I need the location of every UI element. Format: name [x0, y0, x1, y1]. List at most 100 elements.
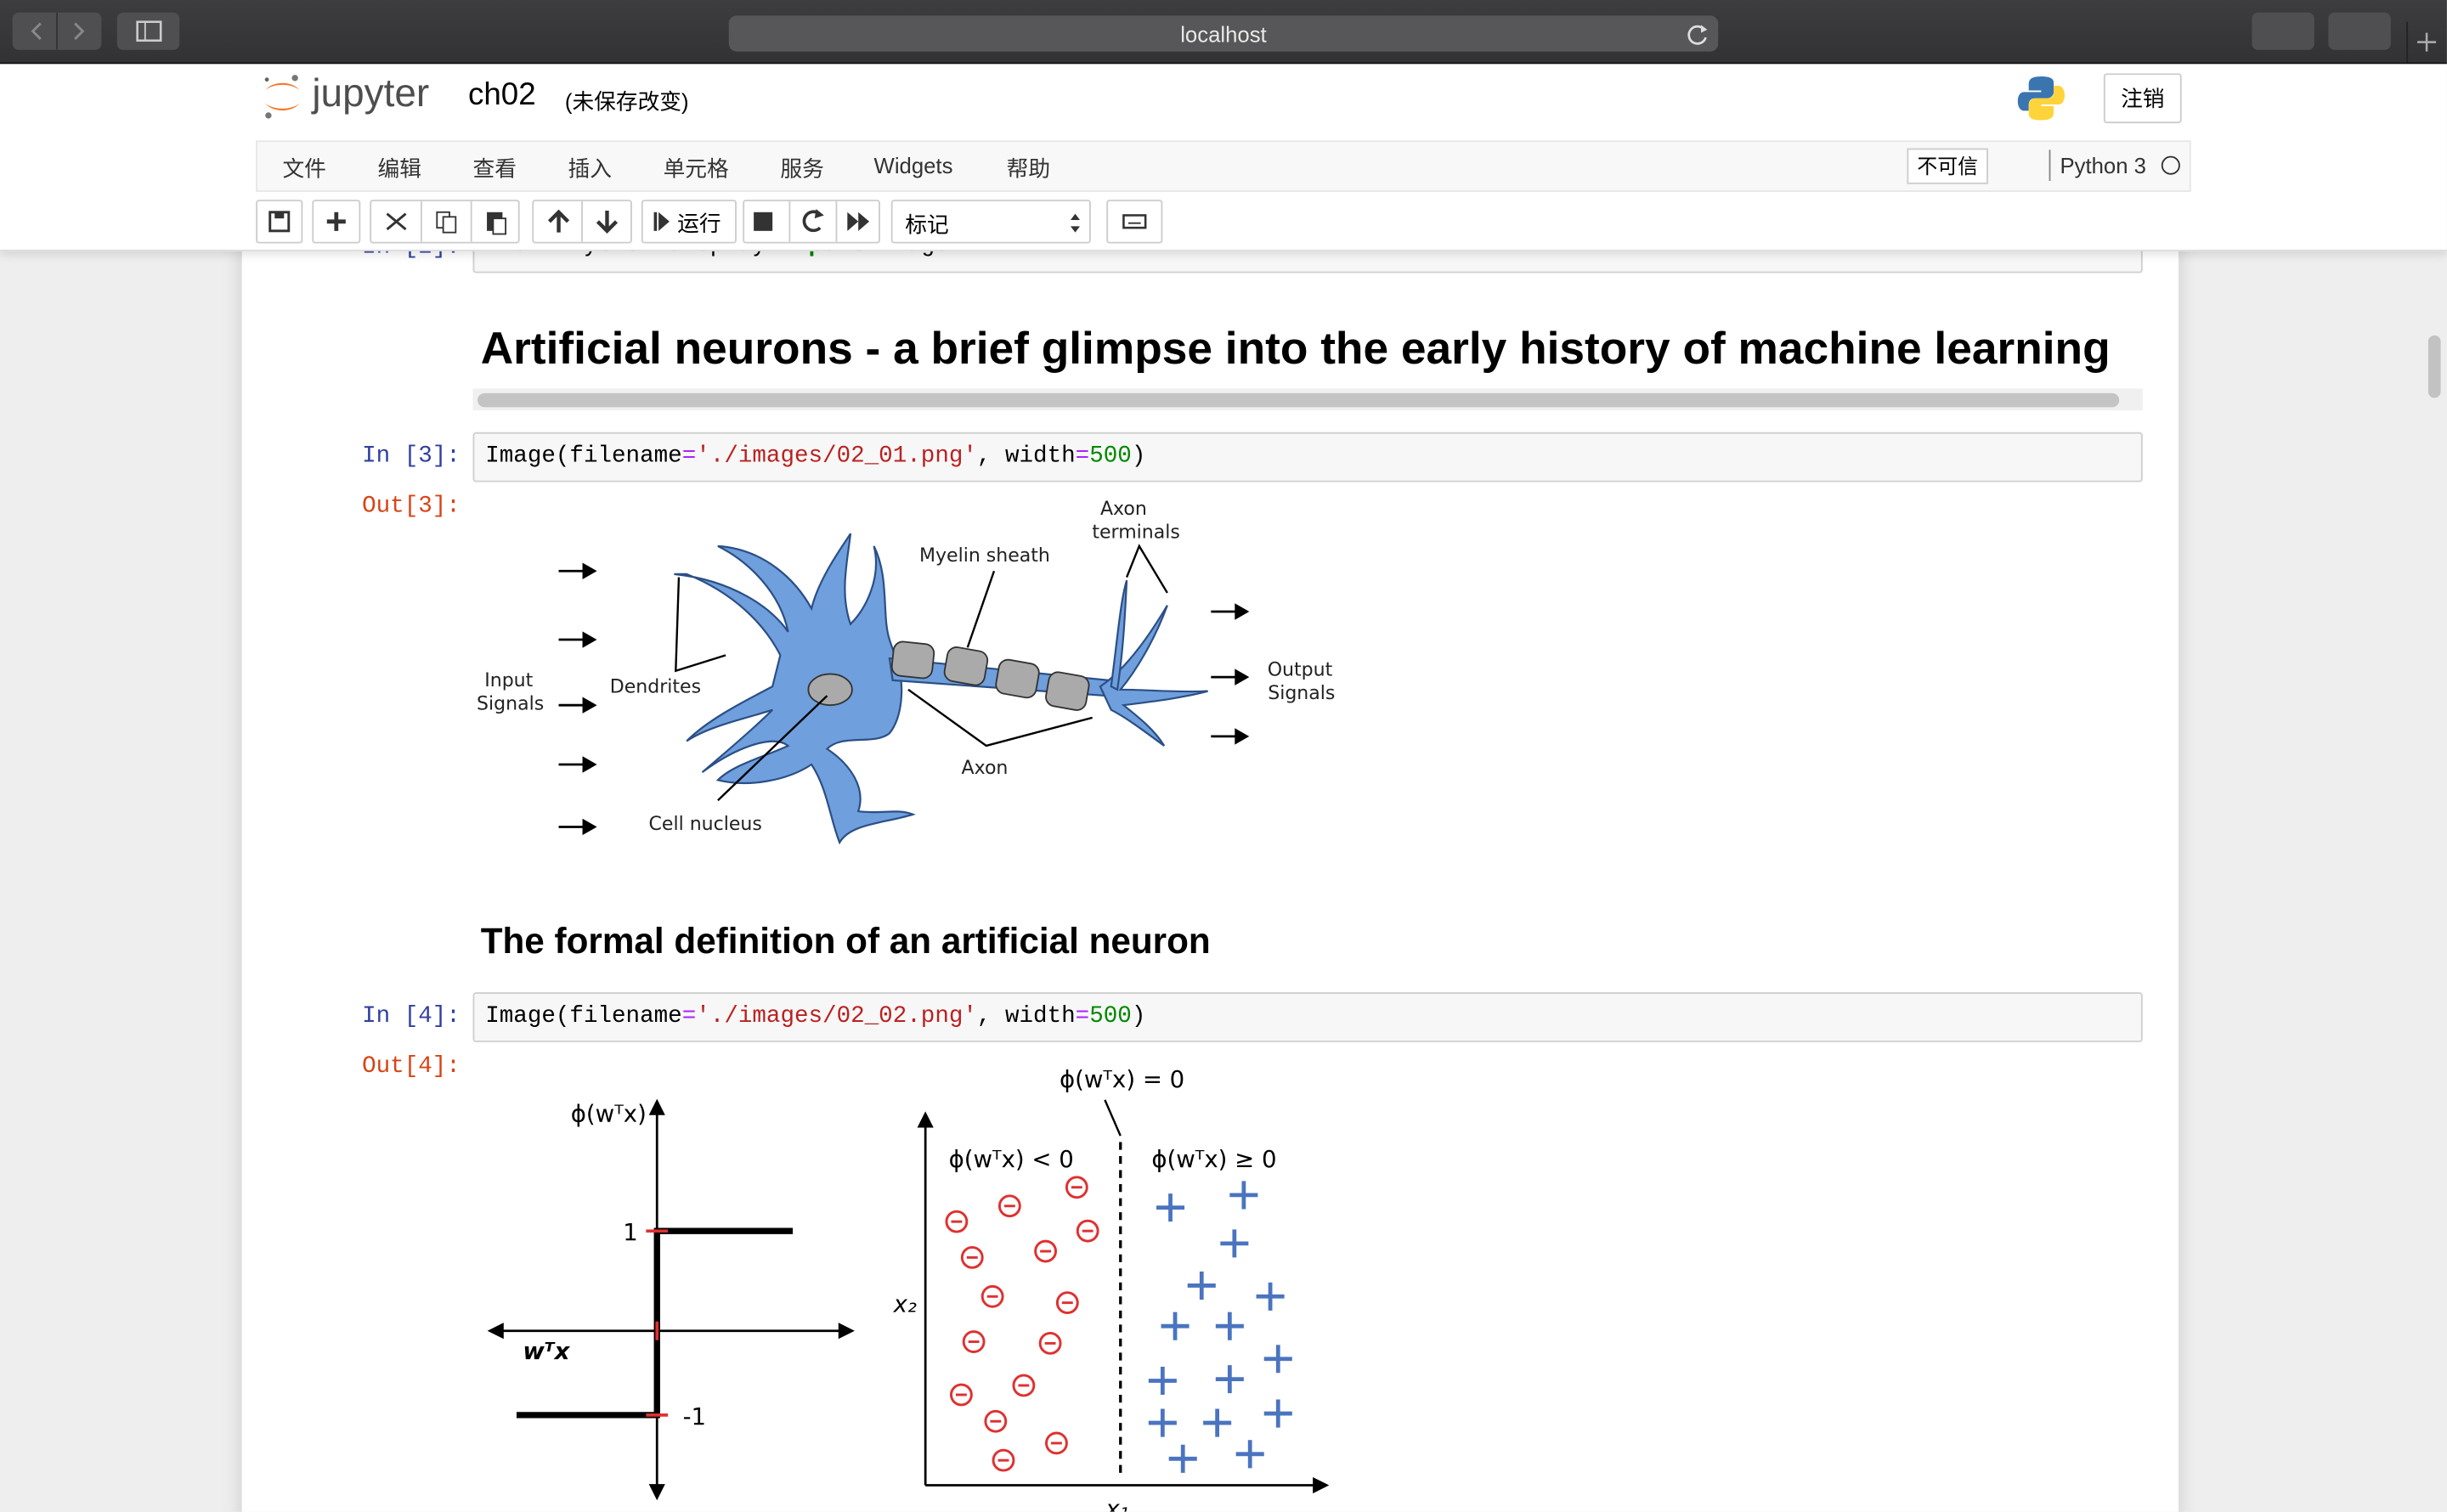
- code-token: ): [1131, 443, 1146, 470]
- insert-button[interactable]: [312, 200, 361, 244]
- menu: 文件 编辑 查看 插入 单元格 服务 Widgets 帮助: [282, 153, 1099, 184]
- prompt: In [4]:: [362, 1002, 461, 1030]
- edit-group[interactable]: [370, 200, 520, 244]
- label: x₂: [893, 1291, 917, 1318]
- positive-sample: [1148, 1408, 1177, 1437]
- run-label: 运行: [677, 210, 721, 236]
- code-token: './images/02_01.png': [696, 443, 977, 470]
- menu-item[interactable]: 编辑: [377, 155, 421, 182]
- menu-item[interactable]: Widgets: [873, 152, 953, 178]
- code-token: ): [1131, 1002, 1146, 1030]
- reload[interactable]: [1686, 22, 1710, 47]
- code-cell[interactable]: Image(filename='./images/02_02.png', wid…: [472, 992, 2143, 1042]
- negative-sample: [960, 1245, 984, 1269]
- icon: [31, 12, 85, 50]
- prompt: In [3]:: [362, 443, 461, 470]
- menu-item[interactable]: 查看: [472, 155, 517, 182]
- code-token: 500: [1089, 1002, 1132, 1030]
- save-button[interactable]: [256, 200, 303, 244]
- trust-indicator[interactable]: 不可信: [1907, 148, 1988, 184]
- label: 1: [623, 1219, 638, 1246]
- label: Axon: [962, 758, 1009, 779]
- tick-marks: [646, 1229, 669, 1417]
- icon: [653, 212, 670, 231]
- positive-sample: [1220, 1229, 1249, 1258]
- code-token: =: [1075, 443, 1090, 470]
- neuron-figure: Axon terminals Myelin sheath Input Signa…: [477, 499, 1335, 845]
- h-scrollbar[interactable]: [478, 392, 2120, 408]
- code-token: , width: [976, 443, 1076, 470]
- menu-item[interactable]: 插入: [568, 155, 612, 182]
- address-bar[interactable]: localhost: [728, 15, 1719, 52]
- negative-sample: [1034, 1239, 1057, 1263]
- positive-sample: [1161, 1312, 1190, 1340]
- label: Axon: [1100, 499, 1147, 520]
- negative-sample: [949, 1383, 973, 1407]
- icon: [1070, 213, 1080, 233]
- share-button[interactable]: [2252, 12, 2314, 50]
- label: ϕ(wᵀx) = 0: [1060, 1066, 1184, 1093]
- icon: [326, 212, 346, 231]
- myelin: [890, 640, 1090, 711]
- python-logo: [2017, 76, 2065, 121]
- menu-item[interactable]: 服务: [780, 155, 824, 182]
- move-group[interactable]: [532, 200, 632, 244]
- tabs-button[interactable]: [2328, 12, 2391, 50]
- kernel-status: [2161, 155, 2180, 175]
- run-button[interactable]: 运行: [641, 200, 737, 244]
- positive-sample: [1156, 1193, 1185, 1222]
- icon: [1122, 214, 1147, 229]
- label: Input: [484, 670, 533, 691]
- negative-sample: [1055, 1291, 1079, 1315]
- positive-sample: [1235, 1440, 1264, 1469]
- heading: The formal definition of an artificial n…: [480, 920, 1211, 962]
- code: Image(filename='./images/02_02.png', wid…: [485, 1003, 1145, 1030]
- menu-item[interactable]: 帮助: [1006, 155, 1051, 182]
- url: localhost: [1180, 21, 1267, 48]
- label: Signals: [477, 694, 544, 715]
- positive-sample: [1187, 1271, 1216, 1300]
- new-tab[interactable]: [2406, 21, 2447, 63]
- negative-sample: [992, 1448, 1015, 1472]
- nav-buttons[interactable]: [12, 12, 102, 50]
- positive-sample: [1148, 1366, 1177, 1396]
- notebook-name[interactable]: ch02: [468, 77, 536, 113]
- menu-item[interactable]: 文件: [282, 155, 326, 182]
- negative-sample: [1038, 1331, 1062, 1355]
- code-cell[interactable]: Image(filename='./images/02_01.png', wid…: [472, 432, 2143, 482]
- perceptron-figure: ϕ(wᵀx) 1 -1 wᵀx ϕ(wᵀx) = 0 ϕ(wᵀx) < 0 ϕ(…: [487, 1066, 1330, 1512]
- kernel-name: Python 3: [2060, 152, 2146, 178]
- negative-sample: [1076, 1219, 1099, 1243]
- leader-line: [1104, 1099, 1122, 1137]
- keyboard-button[interactable]: [1106, 200, 1163, 244]
- logout-button[interactable]: 注销: [2103, 73, 2182, 124]
- separator: [2049, 150, 2051, 182]
- scrollbar[interactable]: [2427, 335, 2441, 398]
- code-token: =: [681, 443, 697, 470]
- sidebar-button[interactable]: [116, 12, 180, 50]
- step-function: [516, 1227, 794, 1419]
- code-token: =: [1075, 1002, 1090, 1030]
- positive-sample: [1215, 1312, 1244, 1340]
- negative-sample: [980, 1284, 1004, 1308]
- label: Signals: [1268, 683, 1335, 704]
- label: x₁: [1105, 1495, 1128, 1511]
- jupyter-wordmark[interactable]: jupyter: [312, 71, 430, 116]
- code-token: Image(filename: [485, 443, 682, 470]
- negative-sample: [1045, 1431, 1068, 1455]
- output-prompt: Out[4]:: [362, 1052, 461, 1080]
- label: -1: [683, 1403, 706, 1430]
- code-token: './images/02_02.png': [696, 1002, 977, 1030]
- label: Output: [1268, 659, 1333, 680]
- jupyter-logo[interactable]: [259, 71, 306, 121]
- cell-type-select[interactable]: 标记: [890, 200, 1091, 244]
- code: Image(filename='./images/02_01.png', wid…: [485, 443, 1145, 470]
- label: terminals: [1092, 522, 1180, 544]
- kernel-group[interactable]: [743, 200, 880, 244]
- label: Cell nucleus: [649, 814, 762, 835]
- menubar: [256, 140, 2191, 192]
- arrows: [558, 562, 1250, 836]
- positive-sample: [1229, 1181, 1258, 1210]
- menu-item[interactable]: 单元格: [663, 155, 729, 182]
